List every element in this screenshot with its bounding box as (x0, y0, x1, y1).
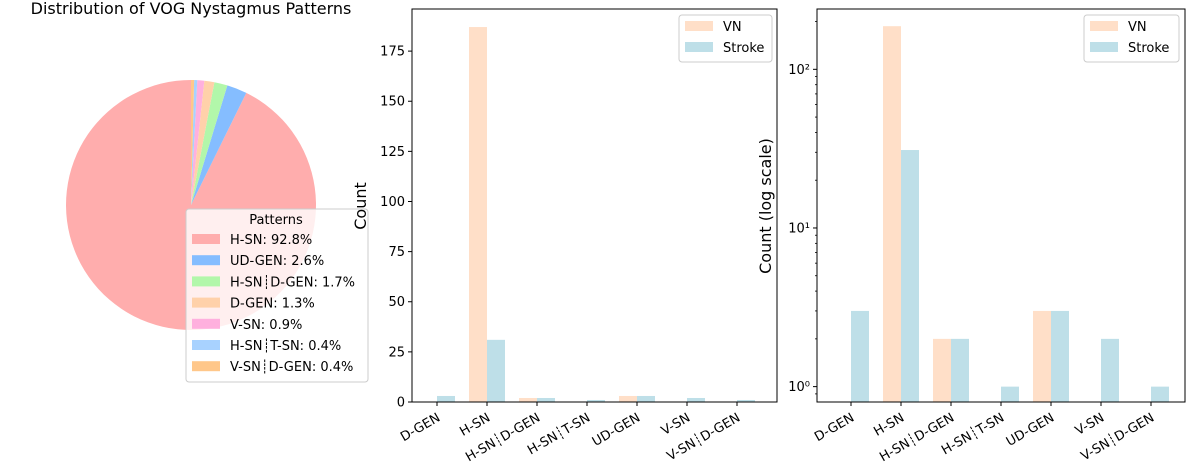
y-tick-label: 150 (380, 95, 405, 110)
y-tick-label: 175 (380, 45, 405, 60)
x-tick-label-d-gen: D-GEN (812, 410, 857, 445)
pie-legend-swatch-d-gen (192, 297, 220, 308)
y-tick-label: 10⁰ (788, 380, 810, 395)
y-tick-label: 25 (388, 345, 405, 360)
bar-vn-ud-gen (1033, 310, 1051, 402)
bar-stroke-v-sn-d-gen (1151, 386, 1169, 402)
y-tick-label: 75 (388, 245, 405, 260)
legend-swatch-stroke (1090, 42, 1118, 52)
bar-chart-linear-y-label: Count (351, 182, 370, 230)
pie-legend-label-v-sn: V-SN: 0.9% (230, 318, 302, 333)
bar-vn-h-sn (883, 26, 901, 402)
pie-legend-swatch-h-sn (192, 234, 220, 244)
pie-legend-swatch-h-sn-d-gen (192, 276, 220, 287)
bar-vn-h-sn-d-gen (933, 338, 951, 402)
pie-legend-label-d-gen: D-GEN: 1.3% (230, 297, 315, 312)
bar-vn-ud-gen (619, 395, 637, 402)
x-tick-label-d-gen: D-GEN (398, 410, 443, 445)
bar-chart-log-y-label: Count (log scale) (756, 138, 775, 274)
pie-legend-swatch-v-sn-d-gen (192, 361, 220, 372)
pie-slice-d-gen (191, 80, 215, 205)
bar-chart-linear-bars (437, 27, 755, 403)
pie-slice-v-sn-d-gen (191, 80, 195, 205)
pie-slice-ud-gen (191, 85, 247, 205)
bar-chart-log-frame (816, 8, 1186, 403)
bar-stroke-ud-gen (1051, 310, 1069, 402)
pie-legend-swatch-v-sn (192, 318, 220, 329)
bar-stroke-h-sn-t-sn (1001, 386, 1019, 402)
pie-slice-h-sn-d-gen (191, 82, 228, 205)
pie-legend-swatch-ud-gen (192, 255, 220, 266)
pie-legend-items: H-SN: 92.8% UD-GEN: 2.6% H-SN┊D-GEN: 1.7% D… (192, 233, 355, 375)
legend-swatch-vn (685, 21, 713, 31)
x-tick-label-ud-gen: UD-GEN (1004, 410, 1057, 449)
pie-legend-title: Patterns (249, 213, 303, 228)
legend-swatch-stroke (685, 42, 713, 52)
bar-chart-log-legend: VN Stroke (1083, 14, 1180, 63)
x-tick-label-v-sn: V-SN (1073, 410, 1107, 438)
y-tick-label: 125 (380, 145, 405, 160)
x-tick-label-h-sn: H-SN (457, 410, 493, 439)
bar-chart-linear-legend: VN Stroke (678, 14, 773, 63)
pie-legend-label-h-sn-d-gen: H-SN┊D-GEN: 1.7% (230, 274, 355, 290)
bar-chart-linear-frame (411, 8, 778, 403)
bar-vn-h-sn-d-gen (519, 397, 537, 402)
bar-stroke-ud-gen (637, 395, 655, 402)
bar-stroke-v-sn-d-gen (737, 399, 755, 402)
y-tick-label: 10¹ (788, 221, 810, 236)
legend-swatch-vn (1090, 21, 1118, 31)
pie-legend-label-h-sn: H-SN: 92.8% (230, 233, 312, 248)
legend-label-stroke: Stroke (1128, 41, 1169, 56)
bar-chart-log-bars (851, 26, 1169, 402)
legend-label-stroke: Stroke (723, 41, 764, 56)
pie-title: Distribution of VOG Nystagmus Patterns (31, 0, 352, 18)
pie-slice-v-sn (191, 80, 205, 205)
bar-vn-h-sn (469, 27, 487, 403)
pie-slice-h-sn-t-sn (191, 80, 198, 205)
bar-stroke-d-gen (437, 395, 455, 402)
bar-stroke-h-sn-d-gen (537, 397, 555, 402)
x-tick-label-ud-gen: UD-GEN (590, 410, 643, 449)
bar-stroke-v-sn (1101, 338, 1119, 402)
pie-legend-frame (185, 208, 369, 383)
bar-chart-linear-y-ticks: 0 25 50 75 100 125 150 175 (380, 45, 412, 411)
bar-chart-log-y-ticks: 10⁰ 10¹ 10² (788, 21, 817, 395)
pie-chart: Distribution of VOG Nystagmus Patterns P… (31, 0, 369, 383)
legend-label-vn: VN (723, 20, 742, 35)
bar-stroke-h-sn-d-gen (951, 338, 969, 402)
bar-stroke-h-sn (901, 150, 919, 402)
y-tick-label: 100 (380, 195, 405, 210)
y-tick-label: 0 (397, 396, 405, 411)
pie-legend-label-v-sn-d-gen: V-SN┊D-GEN: 0.4% (230, 359, 353, 375)
pie-legend-label-ud-gen: UD-GEN: 2.6% (230, 254, 324, 269)
x-tick-label-h-sn: H-SN (871, 410, 907, 439)
pie-legend-swatch-h-sn-t-sn (192, 340, 220, 350)
pie-legend: Patterns H-SN: 92.8% UD-GEN: 2.6% H-SN┊D-G… (185, 208, 369, 383)
x-tick-label-v-sn: V-SN (659, 410, 693, 438)
y-tick-label: 10² (788, 63, 810, 78)
legend-label-vn: VN (1128, 20, 1147, 35)
bar-stroke-h-sn (487, 339, 505, 402)
y-tick-label: 50 (388, 295, 405, 310)
pie-legend-label-h-sn-t-sn: H-SN┊T-SN: 0.4% (230, 338, 341, 354)
bar-stroke-v-sn (687, 397, 705, 402)
bar-stroke-d-gen (851, 310, 869, 402)
bar-stroke-h-sn-t-sn (587, 399, 605, 402)
